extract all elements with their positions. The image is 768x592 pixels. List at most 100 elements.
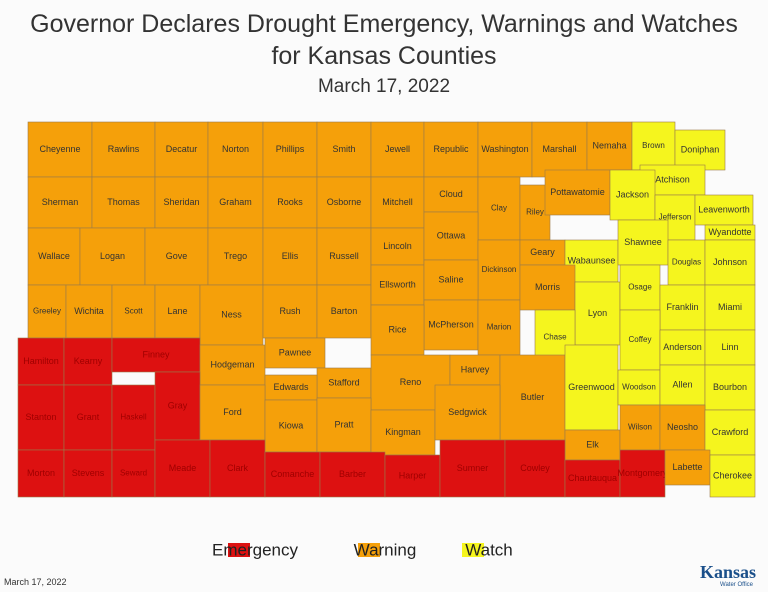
county-label: Dickinson [482, 265, 517, 274]
county [659, 284, 706, 331]
county-label: Trego [224, 251, 247, 261]
county [370, 227, 425, 266]
county [617, 369, 661, 406]
county-label: Ellis [282, 251, 299, 261]
county-label: Montgomery [617, 468, 668, 478]
legend-label: Watch [465, 540, 513, 559]
county-label: Sheridan [163, 197, 199, 207]
county-label: Kiowa [279, 420, 304, 430]
county [199, 284, 264, 346]
county [544, 169, 611, 216]
county [659, 404, 706, 451]
county [664, 449, 711, 486]
title: for Kansas Counties [271, 42, 497, 70]
county [154, 176, 209, 229]
county-label: Anderson [663, 342, 702, 352]
county-label: Osborne [327, 197, 362, 207]
county [111, 337, 201, 373]
county-label: Thomas [107, 197, 140, 207]
county-label: Sedgwick [448, 407, 487, 417]
county [154, 284, 201, 339]
county [659, 364, 706, 406]
county [564, 459, 621, 498]
county-label: Woodson [622, 383, 656, 392]
county [207, 176, 264, 229]
county-label: Johnson [713, 257, 747, 267]
county-label: Saline [438, 274, 463, 284]
county-label: Rush [279, 306, 300, 316]
legend-swatch [462, 543, 484, 557]
county-label: Wilson [628, 423, 652, 432]
county [423, 211, 479, 261]
county [504, 439, 566, 498]
county [316, 397, 372, 453]
county [564, 344, 619, 431]
county [384, 454, 441, 498]
county-label: Douglas [672, 258, 701, 267]
county-label: Barton [331, 306, 358, 316]
county-label: Osage [628, 283, 652, 292]
county-label: Pratt [334, 419, 354, 429]
county-label: Miami [718, 302, 742, 312]
logo: Kansas [700, 562, 757, 582]
county-label: Chase [543, 333, 567, 342]
county [619, 404, 661, 451]
legend-swatch [228, 543, 250, 557]
county [667, 239, 706, 286]
county-label: Cloud [439, 189, 463, 199]
county [631, 121, 676, 171]
county [674, 129, 726, 171]
county [63, 337, 113, 386]
county [27, 227, 81, 286]
county-label: Doniphan [681, 144, 720, 154]
county [519, 264, 576, 311]
county-label: Kearny [74, 356, 103, 366]
county [264, 399, 318, 453]
subtitle: March 17, 2022 [317, 76, 451, 97]
county-label: Logan [100, 251, 125, 261]
county-label: Bourbon [713, 382, 747, 392]
county [262, 121, 318, 178]
county [111, 384, 156, 451]
county [264, 337, 326, 369]
county [144, 227, 209, 286]
county [477, 299, 521, 356]
county-label: Harvey [461, 364, 490, 374]
county [617, 219, 669, 266]
county [574, 281, 621, 346]
county-label: Harper [399, 470, 427, 480]
footer-date: March 17, 2022 [4, 577, 67, 587]
county [449, 354, 501, 386]
legend-label: Emergency [212, 540, 298, 559]
county-label: Ellsworth [379, 279, 416, 289]
county [477, 239, 521, 301]
county [477, 121, 533, 178]
county-label: Stevens [72, 468, 105, 478]
county-label: Cheyenne [39, 144, 80, 154]
county-label: Greeley [33, 307, 61, 316]
county-label: Hamilton [23, 356, 59, 366]
county-label: Pottawatomie [550, 187, 605, 197]
county-label: Graham [219, 197, 252, 207]
county-label: Rooks [277, 197, 303, 207]
county [264, 451, 321, 498]
county-label: Marion [487, 323, 511, 332]
county-label: Edwards [273, 382, 309, 392]
county-label: Clark [227, 463, 249, 473]
county-label: Jewell [385, 144, 410, 154]
county [207, 121, 264, 178]
county-label: Grant [77, 412, 100, 422]
county-label: Clay [491, 204, 507, 213]
county-label: Chautauqua [568, 473, 617, 483]
county [262, 227, 318, 286]
county-label: Barber [339, 469, 366, 479]
county [619, 264, 661, 311]
county-label: Wichita [74, 306, 104, 316]
county-label: Russell [329, 251, 359, 261]
county-label: Stafford [328, 377, 359, 387]
county-label: Nemaha [592, 140, 626, 150]
county-label: Wyandotte [709, 227, 752, 237]
county-label: Lyon [588, 308, 607, 318]
